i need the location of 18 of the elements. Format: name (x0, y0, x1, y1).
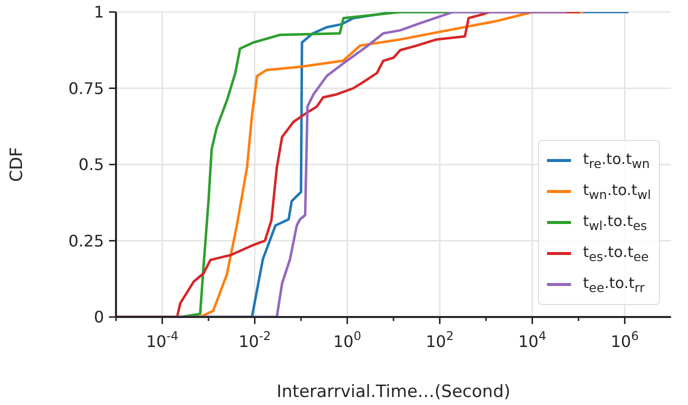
y-tick-label: 1 (94, 2, 104, 22)
y-tick-label: 0.75 (68, 78, 104, 98)
legend-label: t$_{es}$.to.t$_{ee}$ (583, 243, 649, 264)
legend-label: t$_{ee}$.to.t$_{rr}$ (583, 274, 645, 295)
legend-label: t$_{re}$.to.t$_{wn}$ (583, 150, 650, 171)
legend-label: t$_{wn}$.to.t$_{wl}$ (583, 181, 651, 202)
x-tick-label: 10$^{4}$ (518, 329, 546, 351)
x-tick-label: 10$^{-2}$ (238, 329, 271, 351)
y-axis-title: CDF (7, 147, 28, 182)
x-tick-label: 10$^{6}$ (610, 329, 639, 351)
y-tick-label: 0.25 (68, 231, 104, 250)
y-tick-label: 0.5 (78, 155, 104, 174)
x-axis-title: Interarrvial.Time…(Second) (276, 382, 510, 402)
x-tick-label: 10$^{-4}$ (146, 329, 178, 351)
x-tick-label: 10$^{0}$ (333, 329, 362, 351)
x-tick-label: 10$^{2}$ (426, 329, 454, 351)
legend-label: t$_{wl}$.to.t$_{es}$ (583, 212, 648, 233)
y-tick-label: 0 (94, 308, 104, 327)
